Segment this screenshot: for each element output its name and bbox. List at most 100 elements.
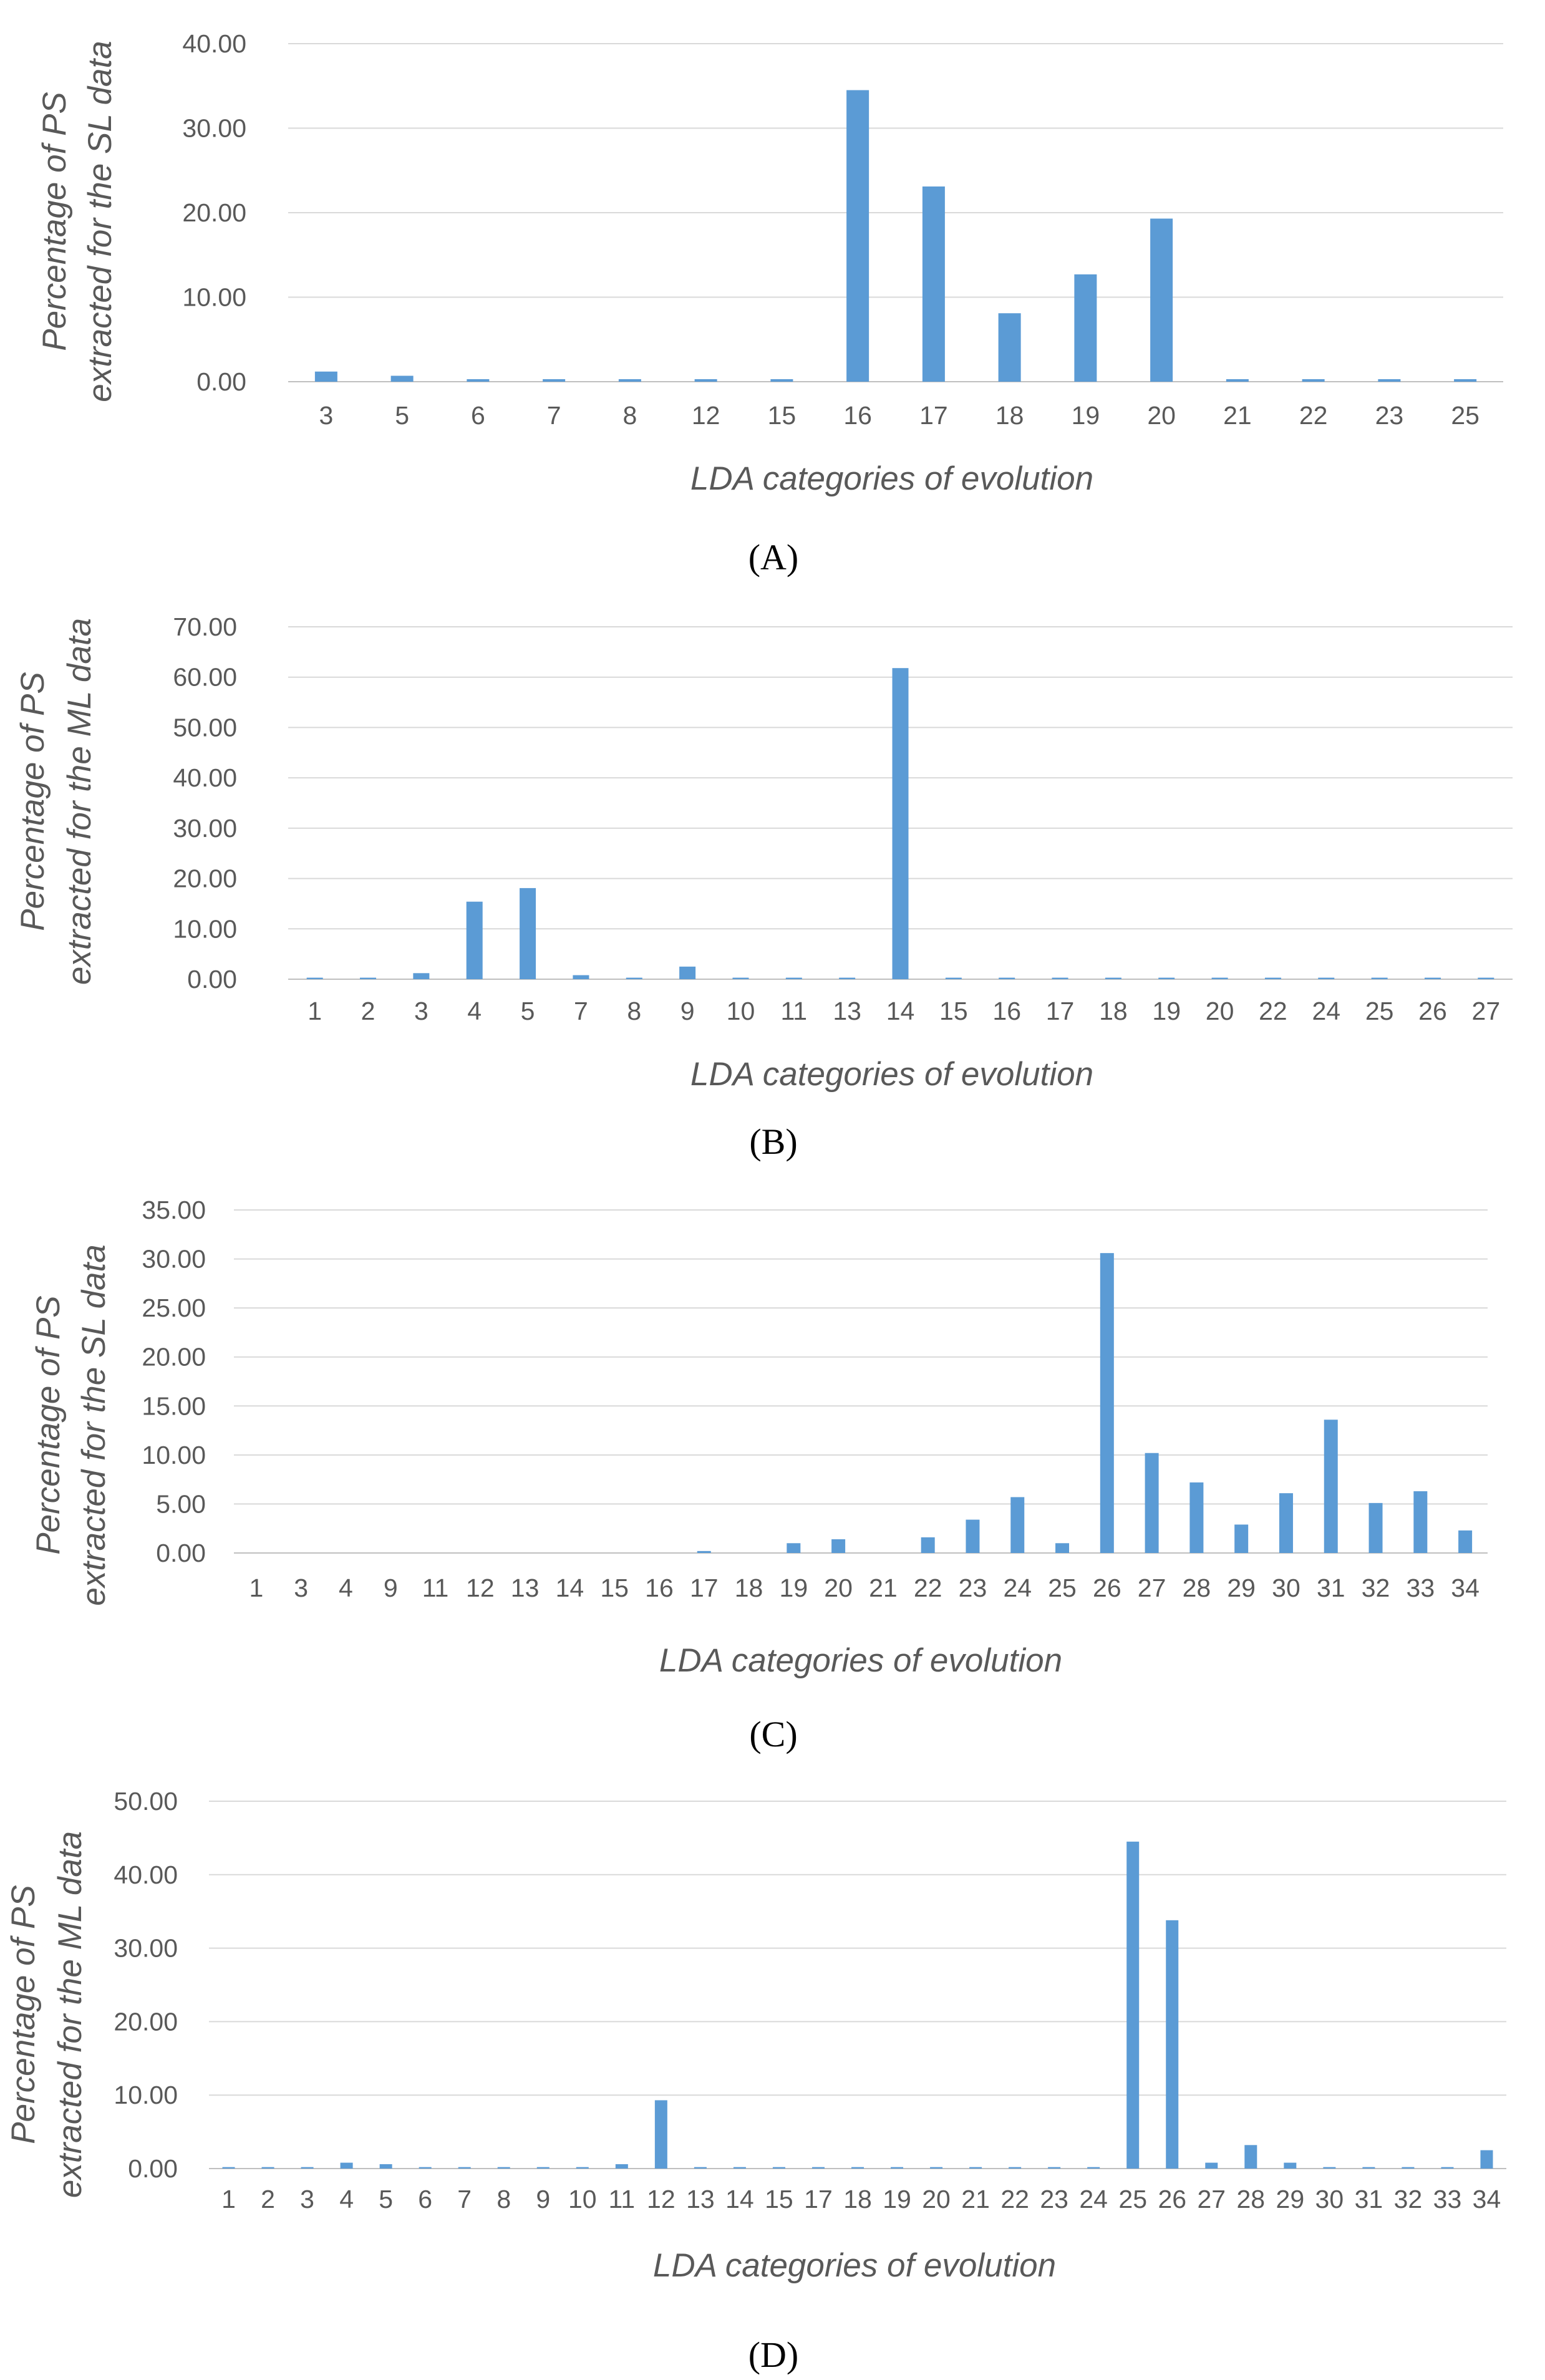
panel-b-xtick-label: 24: [1312, 997, 1340, 1025]
panel-d-xtick-label: 31: [1355, 2185, 1383, 2213]
panel-b-xtick-label: 26: [1418, 997, 1447, 1025]
panel-d-xtick-label: 32: [1394, 2185, 1423, 2213]
panel-d-bar-24: [1087, 2167, 1100, 2169]
panel-d-bar-21: [969, 2167, 982, 2169]
panel-a-xtick-label: 17: [919, 401, 948, 430]
panel-b-bar-13: [839, 977, 856, 979]
panel-b-bar-16: [999, 977, 1015, 979]
panel-c-bar-30: [1279, 1493, 1293, 1553]
panel-b-ylabel-line1: Percentage of PS: [14, 672, 51, 931]
panel-a-xtick-label: 25: [1451, 401, 1480, 430]
panel-c-bar-26: [1100, 1253, 1114, 1553]
panel-b-ytick-label: 60.00: [173, 663, 237, 692]
panel-c-xtick-label: 4: [339, 1574, 353, 1602]
panel-d-bar-20: [930, 2167, 943, 2169]
panel-d-bar-15: [772, 2167, 785, 2169]
panel-a-ytick-label: 20.00: [182, 198, 246, 227]
panel-c-xtick-label: 14: [556, 1574, 584, 1602]
panel-b-xlabel: LDA categories of evolution: [690, 1056, 1093, 1093]
panel-c-ytick-label: 5.00: [156, 1489, 206, 1518]
panel-c-xtick-label: 28: [1183, 1574, 1211, 1602]
panel-c-bar-31: [1324, 1420, 1338, 1553]
panel-d-bar-14: [733, 2167, 746, 2169]
panel-c: Percentage of PS extracted for the SL da…: [30, 1196, 1488, 1754]
panel-d-bar-27: [1205, 2162, 1218, 2169]
panel-d-bar-30: [1323, 2167, 1336, 2169]
panel-b-bar-17: [1052, 977, 1068, 979]
panel-b-bar-15: [945, 977, 962, 979]
panel-c-ylabel-line2: extracted for the SL data: [75, 1244, 112, 1605]
panel-d-xtick-label: 29: [1276, 2185, 1305, 2213]
panel-c-xtick-label: 25: [1048, 1574, 1077, 1602]
panel-b-bar-26: [1424, 977, 1441, 979]
panel-b-xtick-label: 22: [1259, 997, 1287, 1025]
panel-b-xtick-label: 19: [1152, 997, 1181, 1025]
panel-c-xtick-label: 9: [384, 1574, 398, 1602]
panel-d-xtick-label: 26: [1158, 2185, 1186, 2213]
panel-d-ylabel-line1: Percentage of PS: [5, 1885, 42, 2144]
panel-a-bar-19: [1074, 274, 1097, 382]
panel-a-bar-6: [467, 379, 490, 382]
panel-d-ytick-label: 40.00: [114, 1860, 178, 1889]
panel-a-xtick-label: 19: [1072, 401, 1100, 430]
panel-c-xtick-label: 1: [249, 1574, 263, 1602]
panel-b-bar-20: [1211, 977, 1228, 979]
panel-d-bar-1: [222, 2167, 235, 2169]
panel-c-xtick-label: 30: [1272, 1574, 1300, 1602]
panel-a-label: (A): [748, 537, 799, 578]
panel-a-ylabel-line2: extracted for the SL data: [82, 41, 119, 402]
panel-d-xtick-label: 8: [496, 2185, 511, 2213]
panel-d-bar-31: [1362, 2167, 1375, 2169]
panel-b-ytick-label: 40.00: [173, 763, 237, 792]
panel-b-label: (B): [749, 1121, 797, 1162]
panel-a-xtick-label: 8: [622, 401, 637, 430]
panel-d-xtick-label: 13: [686, 2185, 715, 2213]
panel-d-bar-17: [811, 2167, 825, 2169]
panel-d-xtick-label: 23: [1040, 2185, 1068, 2213]
panel-b-ytick-label: 30.00: [173, 814, 237, 843]
panel-d-ytick-label: 10.00: [114, 2081, 178, 2109]
panel-c-label: (C): [749, 1714, 797, 1754]
panel-a-xlabel: LDA categories of evolution: [690, 460, 1093, 497]
panel-d-xtick-label: 15: [765, 2185, 793, 2213]
panel-d-bar-22: [1009, 2167, 1022, 2169]
panel-d-xtick-label: 34: [1473, 2185, 1501, 2213]
panel-c-bar-19: [787, 1543, 801, 1553]
panel-d-xtick-label: 24: [1079, 2185, 1108, 2213]
panel-c-bar-28: [1189, 1482, 1204, 1553]
panel-c-xlabel: LDA categories of evolution: [659, 1642, 1062, 1679]
panel-b-bar-10: [732, 977, 749, 979]
panel-b-bar-25: [1371, 977, 1388, 979]
panel-b-xtick-label: 11: [781, 997, 808, 1025]
panel-a-ytick-label: 40.00: [182, 29, 246, 58]
panel-a-bar-22: [1302, 379, 1325, 382]
panel-d-bar-5: [379, 2164, 392, 2169]
panel-a-xtick-label: 21: [1223, 401, 1252, 430]
panel-b-xtick-label: 10: [727, 997, 755, 1025]
panel-d-ylabel-line2: extracted for the ML data: [52, 1831, 89, 2198]
panel-c-ytick-label: 20.00: [142, 1343, 206, 1371]
panel-b-xtick-label: 16: [992, 997, 1021, 1025]
panel-c-bar-29: [1234, 1524, 1249, 1553]
panel-d-bar-18: [851, 2167, 864, 2169]
panel-d-xtick-label: 22: [1000, 2185, 1029, 2213]
panel-b-bar-7: [573, 975, 589, 979]
panel-a-bar-16: [846, 90, 869, 382]
panel-b-xtick-label: 18: [1099, 997, 1128, 1025]
panel-b-xtick-label: 17: [1046, 997, 1075, 1025]
panel-b-xtick-label: 13: [833, 997, 861, 1025]
panel-c-xtick-label: 12: [466, 1574, 495, 1602]
panel-c-xtick-label: 13: [511, 1574, 540, 1602]
panel-c-ytick-label: 25.00: [142, 1294, 206, 1322]
panel-d-xtick-label: 30: [1315, 2185, 1344, 2213]
panel-d-ytick-label: 0.00: [128, 2154, 178, 2183]
panel-c-bar-23: [966, 1519, 980, 1553]
panel-b-ytick-label: 70.00: [173, 612, 237, 641]
panel-d-xtick-label: 3: [300, 2185, 314, 2213]
panel-c-xtick-label: 21: [869, 1574, 898, 1602]
panel-c-xtick-label: 34: [1451, 1574, 1480, 1602]
panel-c-bar-17: [697, 1550, 711, 1553]
panel-a-xtick-label: 22: [1299, 401, 1328, 430]
panel-b: Percentage of PS extracted for the ML da…: [14, 612, 1513, 1162]
